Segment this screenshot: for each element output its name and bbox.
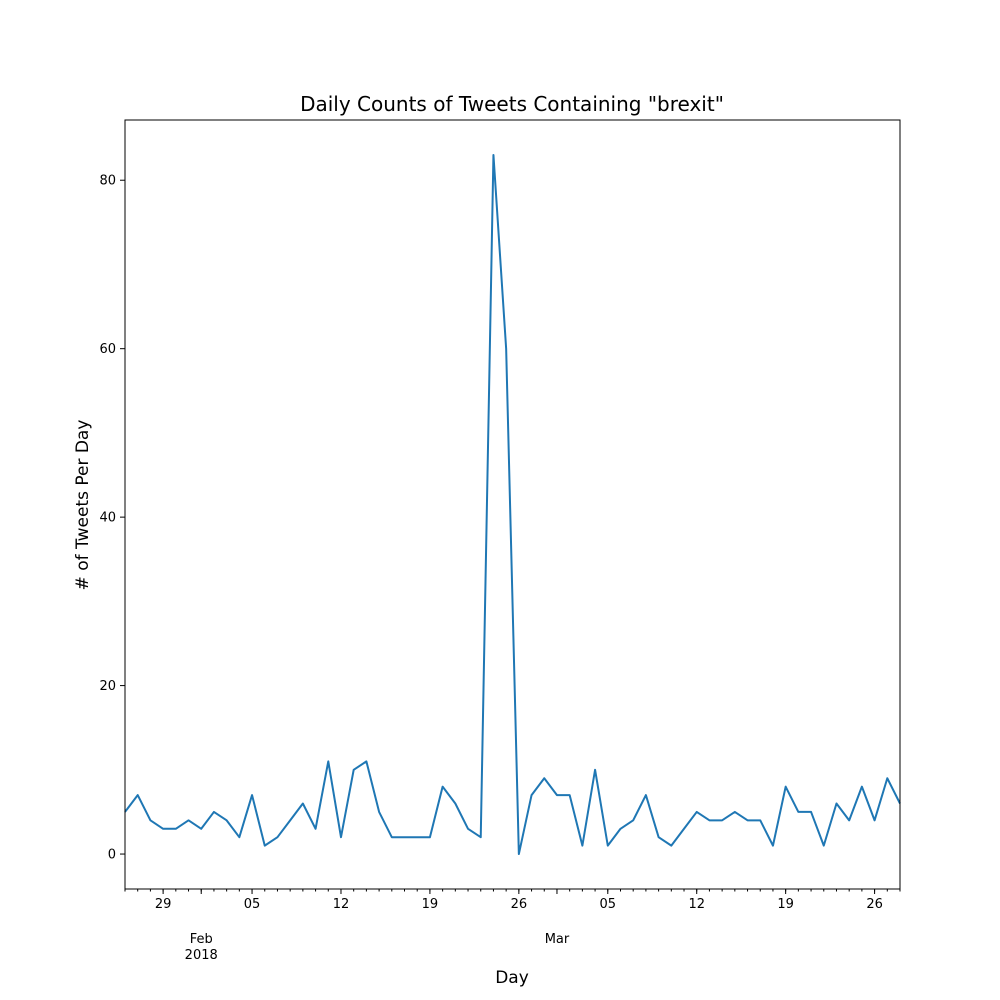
y-axis: 0 20 40 60 80 [99, 174, 125, 863]
y-tick-label: 0 [108, 848, 116, 863]
plot-frame [124, 119, 901, 890]
x-tick-label: 26 [866, 897, 883, 912]
chart-title: Daily Counts of Tweets Containing "brexi… [300, 92, 724, 116]
x-tick-label: 12 [688, 897, 705, 912]
x-year-label: 2018 [185, 948, 218, 963]
y-tick-label: 40 [99, 511, 116, 526]
x-tick-label: 05 [244, 897, 261, 912]
x-tick-label: 26 [511, 897, 528, 912]
y-axis-label: # of Tweets Per Day [73, 420, 93, 591]
x-tick-label: 19 [777, 897, 794, 912]
x-tick-label: 29 [155, 897, 172, 912]
x-tick-label: 05 [600, 897, 617, 912]
x-month-label: Feb [190, 932, 213, 947]
y-tick-label: 60 [99, 342, 116, 357]
plot-area [124, 153, 901, 856]
y-tick-label: 20 [99, 679, 116, 694]
x-month-label: Mar [545, 932, 570, 947]
x-tick-label: 19 [422, 897, 439, 912]
y-tick-label: 80 [99, 174, 116, 189]
series-line [124, 153, 901, 856]
x-tick-label: 12 [333, 897, 350, 912]
x-axis-label: Day [495, 968, 529, 988]
